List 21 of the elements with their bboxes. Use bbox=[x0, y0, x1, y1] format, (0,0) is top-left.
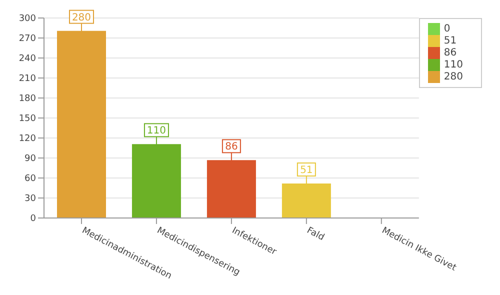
y-tick-label: 270 bbox=[18, 34, 36, 44]
y-tick-label: 240 bbox=[18, 54, 36, 64]
y-tick-label: 0 bbox=[30, 214, 36, 224]
legend-label: 0 bbox=[444, 24, 450, 35]
legend-label: 280 bbox=[444, 72, 463, 83]
y-tick-label: 210 bbox=[18, 74, 36, 84]
y-tick-label: 60 bbox=[24, 174, 36, 184]
x-tick-label: Fald bbox=[305, 226, 326, 244]
legend-label: 86 bbox=[444, 48, 457, 59]
data-label: 110 bbox=[146, 126, 166, 137]
y-tick-label: 300 bbox=[18, 14, 36, 24]
y-tick-label: 150 bbox=[18, 114, 36, 124]
data-label: 86 bbox=[225, 142, 238, 153]
legend-label: 110 bbox=[444, 60, 463, 71]
legend-label: 51 bbox=[444, 36, 457, 47]
data-label: 280 bbox=[72, 12, 92, 24]
y-tick-label: 90 bbox=[24, 154, 36, 164]
y-tick-label: 30 bbox=[24, 194, 36, 204]
y-tick-label: 180 bbox=[18, 94, 36, 104]
y-tick-label: 120 bbox=[18, 134, 36, 144]
data-label: 51 bbox=[300, 165, 313, 176]
